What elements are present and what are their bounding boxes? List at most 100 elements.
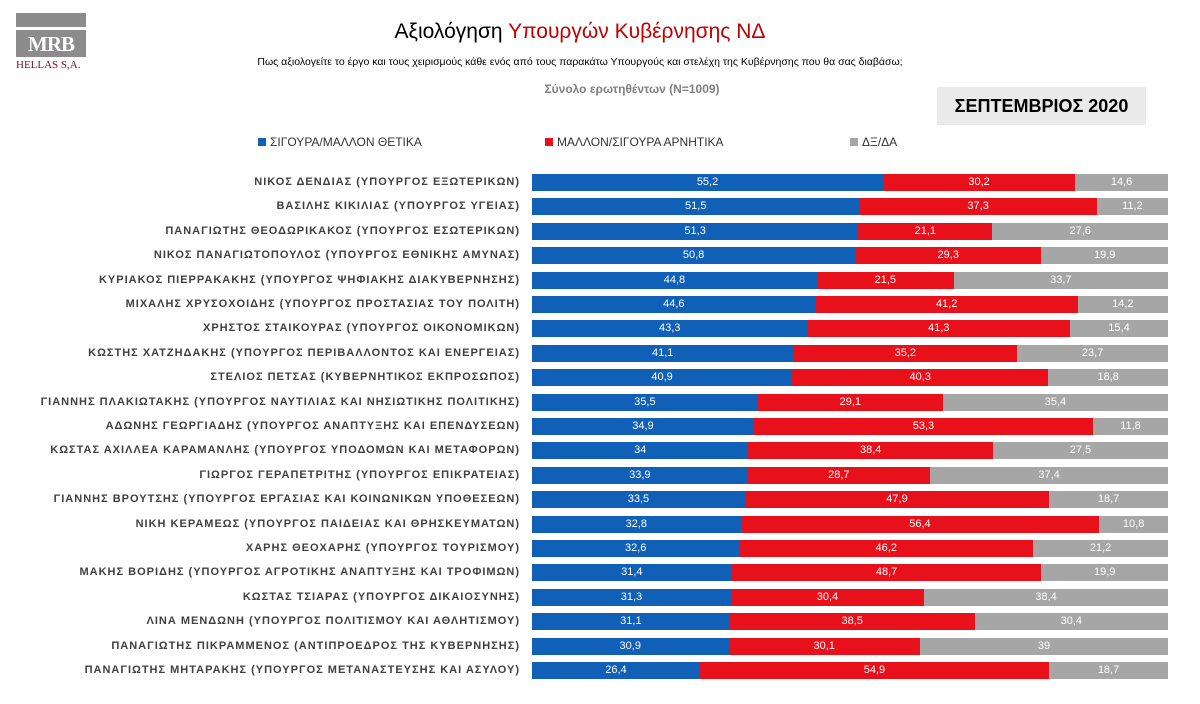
bar-segment: 33,7 — [953, 271, 1168, 289]
bar-segment: 51,3 — [532, 222, 859, 240]
bar-segment: 21,2 — [1033, 540, 1168, 557]
bar-segment: 31,4 — [532, 564, 732, 582]
category-label: ΓΙΑΝΝΗΣ ΒΡΟΥΤΣΗΣ (ΥΠΟΥΡΓΟΣ ΕΡΓΑΣΙΑΣ ΚΑΙ … — [53, 493, 520, 506]
category-label: ΒΑΣΙΛΗΣ ΚΙΚΙΛΙΑΣ (ΥΠΟΥΡΓΟΣ ΥΓΕΙΑΣ) — [276, 200, 520, 213]
bar-segment: 35,4 — [942, 393, 1168, 411]
legend-label: ΣΙΓΟΥΡΑ/ΜΑΛΛΟΝ ΘΕΤΙΚΑ — [270, 135, 422, 149]
category-label: ΝΙΚΗ ΚΕΡΑΜΕΩΣ (ΥΠΟΥΡΓΟΣ ΠΑΙΔΕΙΑΣ ΚΑΙ ΘΡΗ… — [135, 517, 520, 530]
bar-segment: 28,7 — [747, 466, 931, 484]
title-red: Υπουργών Κυβέρνησης ΝΔ — [508, 20, 766, 43]
legend-swatch — [545, 138, 553, 146]
bar-segment: 44,8 — [532, 271, 817, 289]
title-black: Αξιολόγηση — [394, 20, 503, 43]
category-label: ΚΩΣΤΑΣ ΑΧΙΛΛΕΑ ΚΑΡΑΜΑΝΛΗΣ (ΥΠΟΥΡΓΟΣ ΥΠΟΔ… — [50, 444, 520, 457]
bar-segment: 30,4 — [974, 613, 1168, 631]
bar-segment: 50,8 — [532, 247, 856, 265]
bar-segment: 35,2 — [793, 344, 1018, 362]
bar-segment: 31,3 — [532, 588, 731, 606]
category-label: ΓΙΑΝΝΗΣ ΠΛΑΚΙΩΤΑΚΗΣ (ΥΠΟΥΡΓΟΣ ΝΑΥΤΙΛΙΑΣ … — [40, 395, 520, 408]
category-label: ΧΡΗΣΤΟΣ ΣΤΑΙΚΟΥΡΑΣ (ΥΠΟΥΡΓΟΣ ΟΙΚΟΝΟΜΙΚΩΝ… — [203, 322, 520, 335]
bar-segment: 19,9 — [1041, 564, 1168, 582]
bar-segment: 27,5 — [992, 442, 1168, 460]
bar-segment: 47,9 — [744, 491, 1050, 509]
legend-positive: ΣΙΓΟΥΡΑ/ΜΑΛΛΟΝ ΘΕΤΙΚΑ — [258, 135, 422, 149]
bar-segment: 30,4 — [730, 588, 924, 606]
bar-segment: 41,3 — [807, 320, 1071, 338]
bar-segment: 37,3 — [859, 198, 1097, 216]
bar-segment: 31,1 — [532, 613, 730, 631]
legend-swatch — [850, 138, 858, 146]
sample-size: Σύνολο ερωτηθέντων (Ν=1009) — [544, 82, 720, 96]
bar-segment: 32,8 — [532, 515, 741, 533]
category-label: ΛΙΝΑ ΜΕΝΔΩΝΗ (ΥΠΟΥΡΓΟΣ ΠΟΛΙΤΙΣΜΟΥ ΚΑΙ ΑΘ… — [146, 615, 520, 628]
legend-negative: ΜΑΛΛΟΝ/ΣΙΓΟΥΡΑ ΑΡΝΗΤΙΚΑ — [545, 135, 724, 149]
bar-segment: 15,4 — [1070, 320, 1168, 338]
legend-dk: ΔΞ/ΔΑ — [850, 135, 897, 149]
bar-segment: 38,4 — [748, 442, 993, 460]
bar-segment: 21,5 — [816, 271, 954, 289]
bar-segment: 40,9 — [532, 369, 793, 387]
category-label: ΝΙΚΟΣ ΔΕΝΔΙΑΣ (ΥΠΟΥΡΓΟΣ ΕΞΩΤΕΡΙΚΩΝ) — [254, 176, 520, 188]
bar-segment: 37,4 — [930, 466, 1168, 484]
bar-segment: 26,4 — [532, 662, 700, 679]
bar-segment: 30,1 — [728, 637, 920, 655]
bar-segment: 29,3 — [855, 247, 1042, 265]
category-label: ΠΑΝΑΓΙΩΤΗΣ ΘΕΟΔΩΡΙΚΑΚΟΣ (ΥΠΟΥΡΓΟΣ ΕΣΩΤΕΡ… — [165, 224, 520, 237]
logo-text: MRB — [16, 30, 86, 57]
bar-segment: 29,1 — [757, 393, 943, 411]
category-label: ΚΥΡΙΑΚΟΣ ΠΙΕΡΡΑΚΑΚΗΣ (ΥΠΟΥΡΓΟΣ ΨΗΦΙΑΚΗΣ … — [98, 273, 520, 286]
bar-segment: 19,9 — [1041, 247, 1168, 265]
bar-segment: 21,1 — [858, 222, 993, 240]
bar-segment: 53,3 — [753, 418, 1093, 435]
bar-segment: 55,2 — [532, 174, 884, 191]
bar-segment: 40,3 — [792, 369, 1049, 387]
logo-subtitle: HELLAS S,A. — [16, 59, 81, 71]
category-label: ΚΩΣΤΑΣ ΤΣΙΑΡΑΣ (ΥΠΟΥΡΓΟΣ ΔΙΚΑΙΟΣΥΝΗΣ) — [242, 590, 520, 603]
category-label: ΜΙΧΑΛΗΣ ΧΡΥΣΟΧΟΙΔΗΣ (ΥΠΟΥΡΓΟΣ ΠΡΟΣΤΑΣΙΑΣ… — [125, 298, 520, 310]
bar-segment: 38,5 — [729, 613, 975, 631]
bar-segment: 32,6 — [532, 540, 740, 557]
bar-segment: 18,7 — [1049, 662, 1168, 679]
legend-swatch — [258, 138, 266, 146]
bar-segment: 30,2 — [883, 174, 1076, 191]
bar-segment: 46,2 — [739, 540, 1034, 557]
legend-label: ΔΞ/ΔΑ — [862, 135, 898, 149]
chart-title: Αξιολόγηση Υπουργών Κυβέρνησης ΝΔ — [0, 20, 1160, 44]
bar-segment: 23,7 — [1017, 344, 1168, 362]
bar-segment: 51,5 — [532, 198, 860, 216]
bar-segment: 30,9 — [532, 637, 729, 655]
bar-segment: 41,1 — [532, 344, 794, 362]
bar-segment: 44,6 — [532, 296, 816, 313]
bar-segment: 14,6 — [1075, 174, 1168, 191]
bar-segment: 18,7 — [1049, 491, 1168, 509]
bar-segment: 38,4 — [924, 588, 1168, 606]
category-label: ΧΑΡΗΣ ΘΕΟΧΑΡΗΣ (ΥΠΟΥΡΓΟΣ ΤΟΥΡΙΣΜΟΥ) — [245, 542, 520, 554]
category-label: ΣΤΕΛΙΟΣ ΠΕΤΣΑΣ (ΚΥΒΕΡΝΗΤΙΚΟΣ ΕΚΠΡΟΣΩΠΟΣ) — [210, 371, 520, 384]
bar-segment: 10,8 — [1099, 515, 1168, 533]
bar-segment: 27,6 — [992, 222, 1168, 240]
survey-question: Πως αξιολογείτε το έργο και τους χειρισμ… — [257, 56, 903, 68]
bar-segment: 43,3 — [532, 320, 808, 338]
category-label: ΑΔΩΝΗΣ ΓΕΩΡΓΙΑΔΗΣ (ΥΠΟΥΡΓΟΣ ΑΝΑΠΤΥΞΗΣ ΚΑ… — [105, 420, 520, 432]
bar-segment: 14,2 — [1077, 296, 1168, 313]
bar-segment: 33,5 — [532, 491, 745, 509]
legend-label: ΜΑΛΛΟΝ/ΣΙΓΟΥΡΑ ΑΡΝΗΤΙΚΑ — [557, 135, 724, 149]
bar-segment: 18,8 — [1048, 369, 1168, 387]
category-label: ΝΙΚΟΣ ΠΑΝΑΓΙΩΤΟΠΟΥΛΟΣ (ΥΠΟΥΡΓΟΣ ΕΘΝΙΚΗΣ … — [153, 249, 520, 262]
bar-segment: 34 — [532, 442, 749, 460]
bar-segment: 54,9 — [699, 662, 1050, 679]
category-label: ΜΑΚΗΣ ΒΟΡΙΔΗΣ (ΥΠΟΥΡΓΟΣ ΑΓΡΟΤΙΚΗΣ ΑΝΑΠΤΥ… — [79, 566, 520, 579]
bar-segment: 39 — [919, 637, 1168, 655]
category-label: ΓΙΩΡΓΟΣ ΓΕΡΑΠΕΤΡΙΤΗΣ (ΥΠΟΥΡΓΟΣ ΕΠΙΚΡΑΤΕΙ… — [199, 468, 520, 481]
bar-segment: 35,5 — [532, 393, 758, 411]
bar-segment: 11,2 — [1096, 198, 1168, 216]
bar-segment: 41,2 — [815, 296, 1078, 313]
bar-segment: 33,9 — [532, 466, 748, 484]
date-badge: ΣΕΠΤΕΜΒΡΙΟΣ 2020 — [937, 87, 1146, 125]
bar-segment: 56,4 — [740, 515, 1100, 533]
bar-segment: 11,8 — [1092, 418, 1168, 435]
bar-segment: 34,9 — [532, 418, 754, 435]
bar-segment: 48,7 — [731, 564, 1042, 582]
category-label: ΚΩΣΤΗΣ ΧΑΤΖΗΔΑΚΗΣ (ΥΠΟΥΡΓΟΣ ΠΕΡΙΒΑΛΛΟΝΤΟ… — [88, 346, 520, 359]
category-label: ΠΑΝΑΓΙΩΤΗΣ ΠΙΚΡΑΜΜΕΝΟΣ (ΑΝΤΙΠΡΟΕΔΡΟΣ ΤΗΣ… — [111, 639, 520, 652]
